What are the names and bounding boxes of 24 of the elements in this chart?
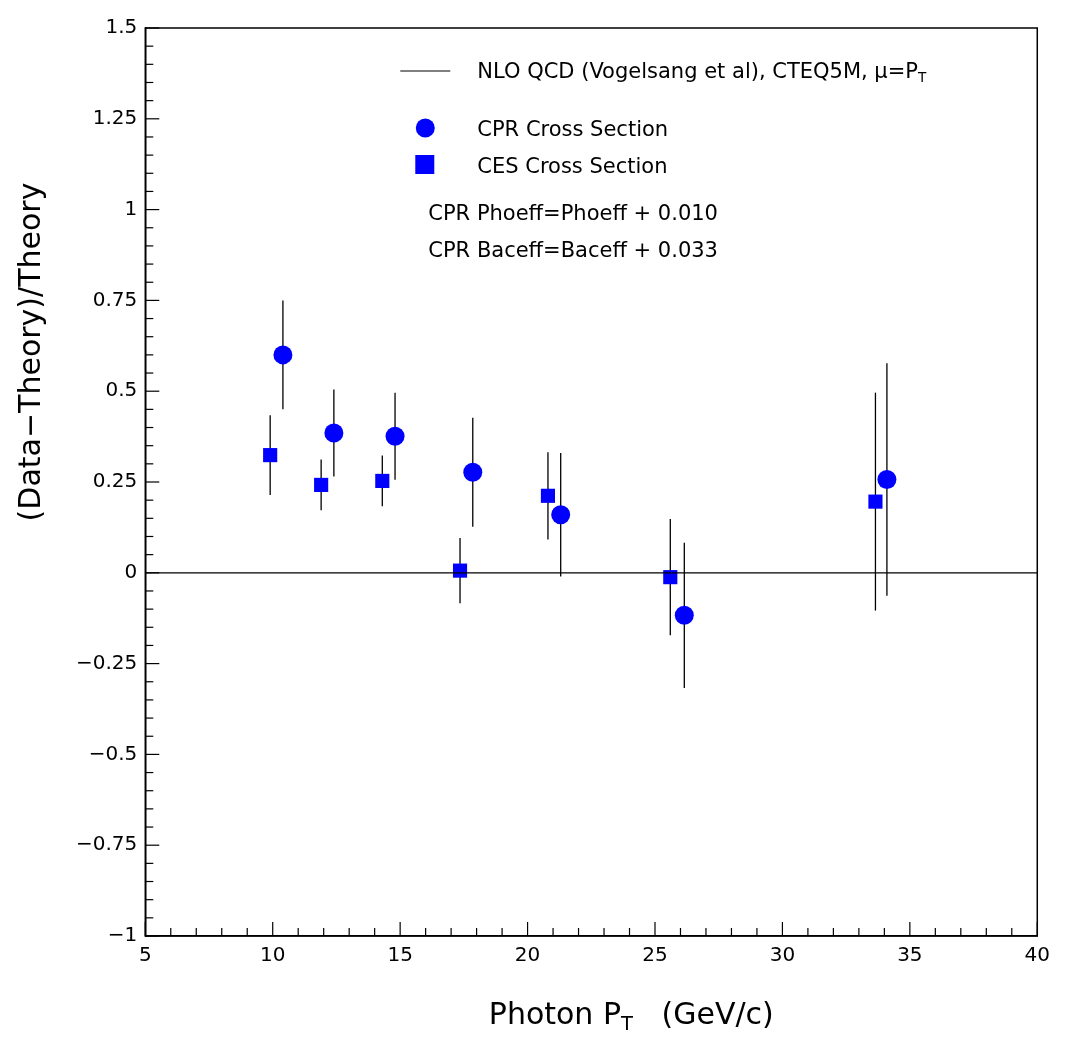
y-tick-label: 0.25 [92,468,138,493]
x-tick-label: 5 [138,942,152,967]
x-tick-label: 30 [769,942,796,967]
y-tick-label: 1 [124,195,138,220]
y-tick-label: 0.5 [105,377,138,402]
y-tick-label: −0.75 [75,831,138,856]
x-tick-label: 10 [259,942,286,967]
y-tick-label: 0 [124,559,138,583]
x-tick-label: 20 [514,942,541,967]
y-tick-label: −0.25 [75,649,138,674]
x-tick-label: 40 [1024,942,1050,967]
y-tick-label: −1 [107,922,138,947]
y-tick-label: −0.5 [88,740,138,765]
annotation: CPR Baceff=Baceff + 0.033 [428,238,718,262]
legend-label: CPR Cross Section [477,117,669,141]
y-tick-label: 0.75 [92,286,138,311]
legend-label: CES Cross Section [477,154,668,178]
x-tick-label: 15 [387,942,413,967]
y-tick-label: 1.25 [92,105,138,129]
x-tick-label: 35 [897,942,923,967]
y-axis-title: (Data−Theory)/Theory [12,182,47,522]
x-tick-label: 25 [642,942,668,967]
y-tick-label: 1.5 [105,14,138,39]
annotation: CPR Phoeff=Phoeff + 0.010 [428,201,718,225]
